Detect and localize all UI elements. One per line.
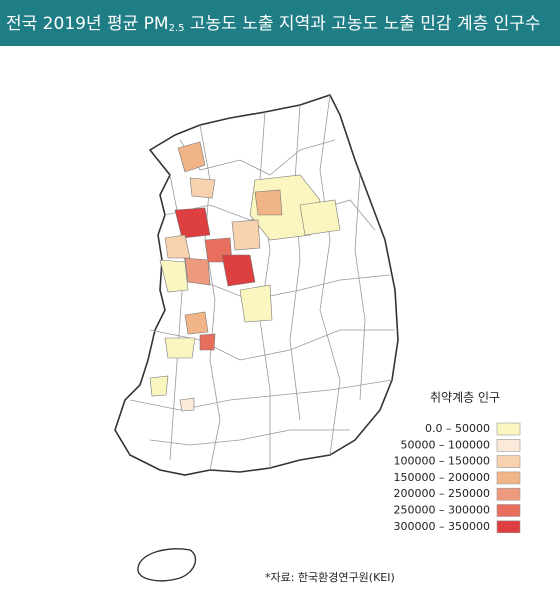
legend-label: 300000 – 350000	[394, 520, 490, 533]
title-text: 전국 2019년 평균 PM	[6, 14, 169, 34]
shaded-districts	[149, 141, 341, 412]
district	[254, 189, 283, 216]
legend: 0.0 – 50000 50000 – 100000 100000 – 150000…	[394, 422, 521, 534]
district	[189, 177, 216, 199]
legend-label: 150000 – 200000	[394, 471, 490, 484]
legend-label: 0.0 – 50000	[425, 422, 490, 435]
district	[299, 199, 341, 236]
district	[179, 397, 195, 412]
district	[221, 254, 256, 287]
district	[199, 333, 216, 351]
legend-title: 취약계층 인구	[430, 390, 500, 405]
title-text: 고농도 노출 지역과 고농도 노출 민감 계층 인구수	[185, 14, 541, 34]
map	[114, 94, 399, 582]
korea-outline	[114, 94, 399, 476]
district	[184, 257, 211, 286]
legend-swatch	[496, 422, 521, 436]
legend-label: 50000 – 100000	[401, 438, 490, 451]
legend-swatch	[496, 455, 521, 468]
title: 전국 2019년 평균 PM2.5 고농도 노출 지역과 고농도 노출 민감 계…	[6, 14, 541, 34]
source: *자료: 한국환경연구원(KEI)	[265, 571, 395, 584]
district	[174, 207, 211, 239]
district	[239, 284, 273, 323]
title-subscript: 2.5	[169, 23, 185, 34]
district	[164, 234, 191, 259]
district	[164, 337, 196, 359]
legend-swatch	[496, 504, 521, 517]
district	[159, 259, 189, 293]
district	[184, 311, 209, 335]
district	[231, 219, 261, 251]
legend-label: 250000 – 300000	[394, 504, 490, 517]
legend-label: 200000 – 250000	[394, 487, 490, 500]
district	[177, 141, 206, 173]
legend-swatch	[496, 438, 521, 452]
title-bar	[0, 0, 560, 46]
legend-swatch	[496, 520, 521, 534]
jeju-island	[137, 548, 197, 582]
legend-label: 100000 – 150000	[394, 455, 490, 468]
district	[149, 375, 169, 397]
legend-swatch	[496, 471, 521, 485]
legend-swatch	[496, 487, 521, 501]
